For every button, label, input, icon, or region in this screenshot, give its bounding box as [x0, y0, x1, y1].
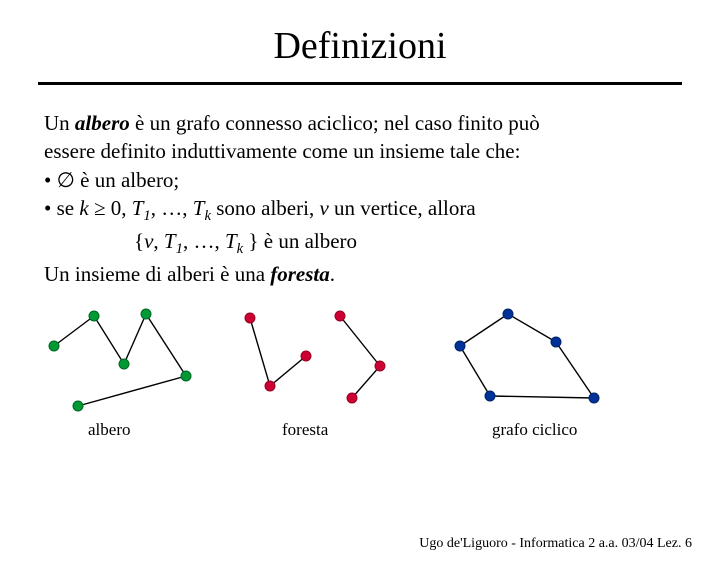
- t: è un grafo connesso aciclico; nel caso f…: [130, 111, 540, 135]
- line-1: Un albero è un grafo connesso aciclico; …: [44, 109, 676, 137]
- graphs-svg: [40, 306, 680, 441]
- var-T: T: [164, 229, 176, 253]
- label-foresta: foresta: [282, 420, 328, 440]
- term-albero: albero: [75, 111, 130, 135]
- t: ≥ 0,: [89, 196, 132, 220]
- sub-1: 1: [143, 208, 150, 224]
- var-k: k: [79, 196, 88, 220]
- bullet-2-indent: {v, T1, …, Tk } è un albero: [44, 227, 676, 260]
- t: } è un albero: [243, 229, 357, 253]
- slide-title: Definizioni: [0, 24, 720, 68]
- t: ,: [153, 229, 164, 253]
- graphs-area: albero foresta grafo ciclico: [40, 306, 680, 441]
- label-grafo-ciclico: grafo ciclico: [492, 420, 577, 440]
- var-T: T: [193, 196, 205, 220]
- footer-text: Ugo de'Liguoro - Informatica 2 a.a. 03/0…: [419, 536, 692, 552]
- term-foresta: foresta: [270, 262, 330, 286]
- t: .: [330, 262, 335, 286]
- body-text: Un albero è un grafo connesso aciclico; …: [44, 109, 676, 288]
- var-T: T: [225, 229, 237, 253]
- t: Un: [44, 111, 75, 135]
- var-T: T: [132, 196, 144, 220]
- label-albero: albero: [88, 420, 130, 440]
- bullet-1: • ∅ è un albero;: [44, 166, 676, 194]
- t: {: [134, 229, 144, 253]
- t: sono alberi,: [211, 196, 319, 220]
- line-5: Un insieme di alberi è una foresta.: [44, 260, 676, 288]
- line-2: essere definito induttivamente come un i…: [44, 137, 676, 165]
- t: , …,: [183, 229, 225, 253]
- bullet-2: • se k ≥ 0, T1, …, Tk sono alberi, v un …: [44, 194, 676, 227]
- t: un vertice, allora: [329, 196, 476, 220]
- sub-1: 1: [176, 241, 183, 257]
- t: • se: [44, 196, 79, 220]
- t: , …,: [151, 196, 193, 220]
- t: Un insieme di alberi è una: [44, 262, 270, 286]
- var-v: v: [319, 196, 328, 220]
- title-rule: [38, 82, 682, 85]
